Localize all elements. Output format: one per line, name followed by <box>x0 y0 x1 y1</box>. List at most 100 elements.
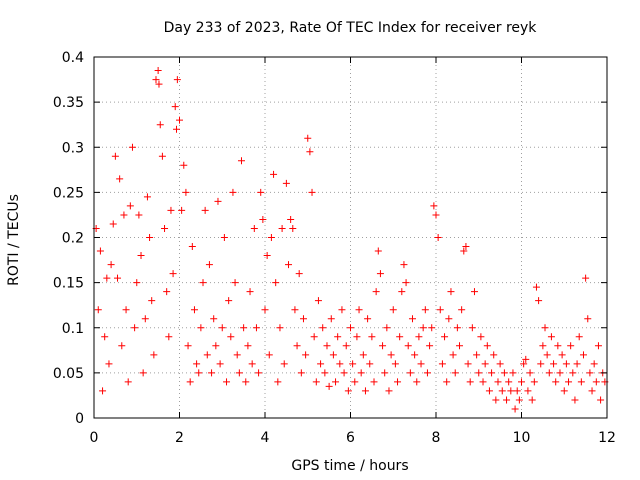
data-point <box>458 306 466 314</box>
data-point <box>154 67 162 75</box>
data-point <box>347 324 354 332</box>
data-point <box>351 378 359 386</box>
data-point <box>312 378 320 386</box>
data-point <box>146 234 154 241</box>
data-point <box>552 378 560 386</box>
data-point <box>503 396 511 404</box>
data-point <box>428 324 436 332</box>
data-point <box>225 297 233 305</box>
data-point <box>218 324 226 332</box>
data-point <box>383 324 391 332</box>
data-point <box>299 315 307 323</box>
data-point <box>434 234 442 241</box>
data-point <box>526 369 534 377</box>
data-point <box>325 382 333 390</box>
data-point <box>496 360 504 368</box>
data-point <box>353 333 361 341</box>
data-point <box>537 360 545 368</box>
data-point <box>342 342 350 350</box>
y-tick-label: 0.3 <box>62 140 84 156</box>
data-point <box>231 279 239 287</box>
data-point <box>306 148 314 156</box>
data-point <box>148 297 156 305</box>
data-point <box>451 369 459 377</box>
data-point <box>417 360 425 368</box>
data-point <box>522 355 530 363</box>
data-point <box>485 387 493 395</box>
data-point <box>406 369 414 377</box>
y-tick-label: 0.05 <box>53 366 84 382</box>
data-point <box>421 306 429 314</box>
data-point <box>167 206 175 214</box>
data-point <box>267 234 275 241</box>
data-point <box>349 360 357 368</box>
data-point <box>161 224 169 232</box>
data-point <box>250 224 258 232</box>
data-point <box>565 378 573 386</box>
data-point <box>423 369 431 377</box>
data-point <box>310 333 318 341</box>
data-point <box>340 369 348 377</box>
data-point <box>107 261 115 269</box>
data-point <box>163 288 171 296</box>
data-point <box>141 315 149 323</box>
data-point <box>193 360 201 368</box>
data-point <box>394 378 402 386</box>
data-point <box>524 387 532 395</box>
x-tick-label: 12 <box>598 430 616 446</box>
data-point <box>385 387 393 395</box>
data-point <box>550 360 558 368</box>
data-point <box>426 342 434 350</box>
data-point <box>220 234 228 241</box>
data-point <box>475 369 483 377</box>
data-point <box>462 243 470 251</box>
x-axis-label: GPS time / hours <box>291 458 408 474</box>
data-point <box>376 270 384 278</box>
data-point <box>214 197 222 205</box>
data-point <box>592 378 600 386</box>
data-point <box>199 279 207 287</box>
data-point <box>156 121 164 129</box>
data-point <box>201 206 209 214</box>
data-point <box>441 333 449 341</box>
data-point <box>513 387 521 395</box>
data-point <box>372 288 380 296</box>
data-point <box>109 220 117 228</box>
y-tick-label: 0 <box>75 411 84 427</box>
data-point <box>381 369 389 377</box>
data-point <box>321 369 329 377</box>
data-point <box>355 306 363 314</box>
y-tick-label: 0.15 <box>53 276 84 292</box>
data-point <box>332 378 340 386</box>
axis-ticks: 0 2 4 6 8 10 12 0 0.05 0.1 0.15 0.2 0.25 0.3 0.35 0.4 <box>53 50 616 446</box>
data-point <box>479 378 487 386</box>
data-point <box>515 396 523 404</box>
data-point <box>361 387 369 395</box>
data-point <box>137 252 145 260</box>
data-point <box>584 315 592 323</box>
data-point <box>114 274 122 282</box>
data-point <box>571 396 579 404</box>
data-point <box>466 378 474 386</box>
data-point <box>94 306 102 314</box>
data-point <box>184 342 192 350</box>
data-point <box>477 333 485 341</box>
data-point <box>456 342 464 350</box>
data-point <box>120 211 128 219</box>
data-point <box>111 152 119 160</box>
data-point <box>285 261 293 269</box>
data-point <box>483 342 491 350</box>
data-point <box>567 342 575 350</box>
data-point <box>530 378 538 386</box>
data-point <box>291 306 299 314</box>
data-point <box>276 324 284 332</box>
scatter-points <box>92 67 609 413</box>
data-point <box>528 396 536 404</box>
data-point <box>368 333 376 341</box>
data-point <box>374 247 382 255</box>
data-point <box>430 202 438 210</box>
data-point <box>402 279 410 287</box>
data-point <box>391 360 399 368</box>
data-point <box>509 369 517 377</box>
